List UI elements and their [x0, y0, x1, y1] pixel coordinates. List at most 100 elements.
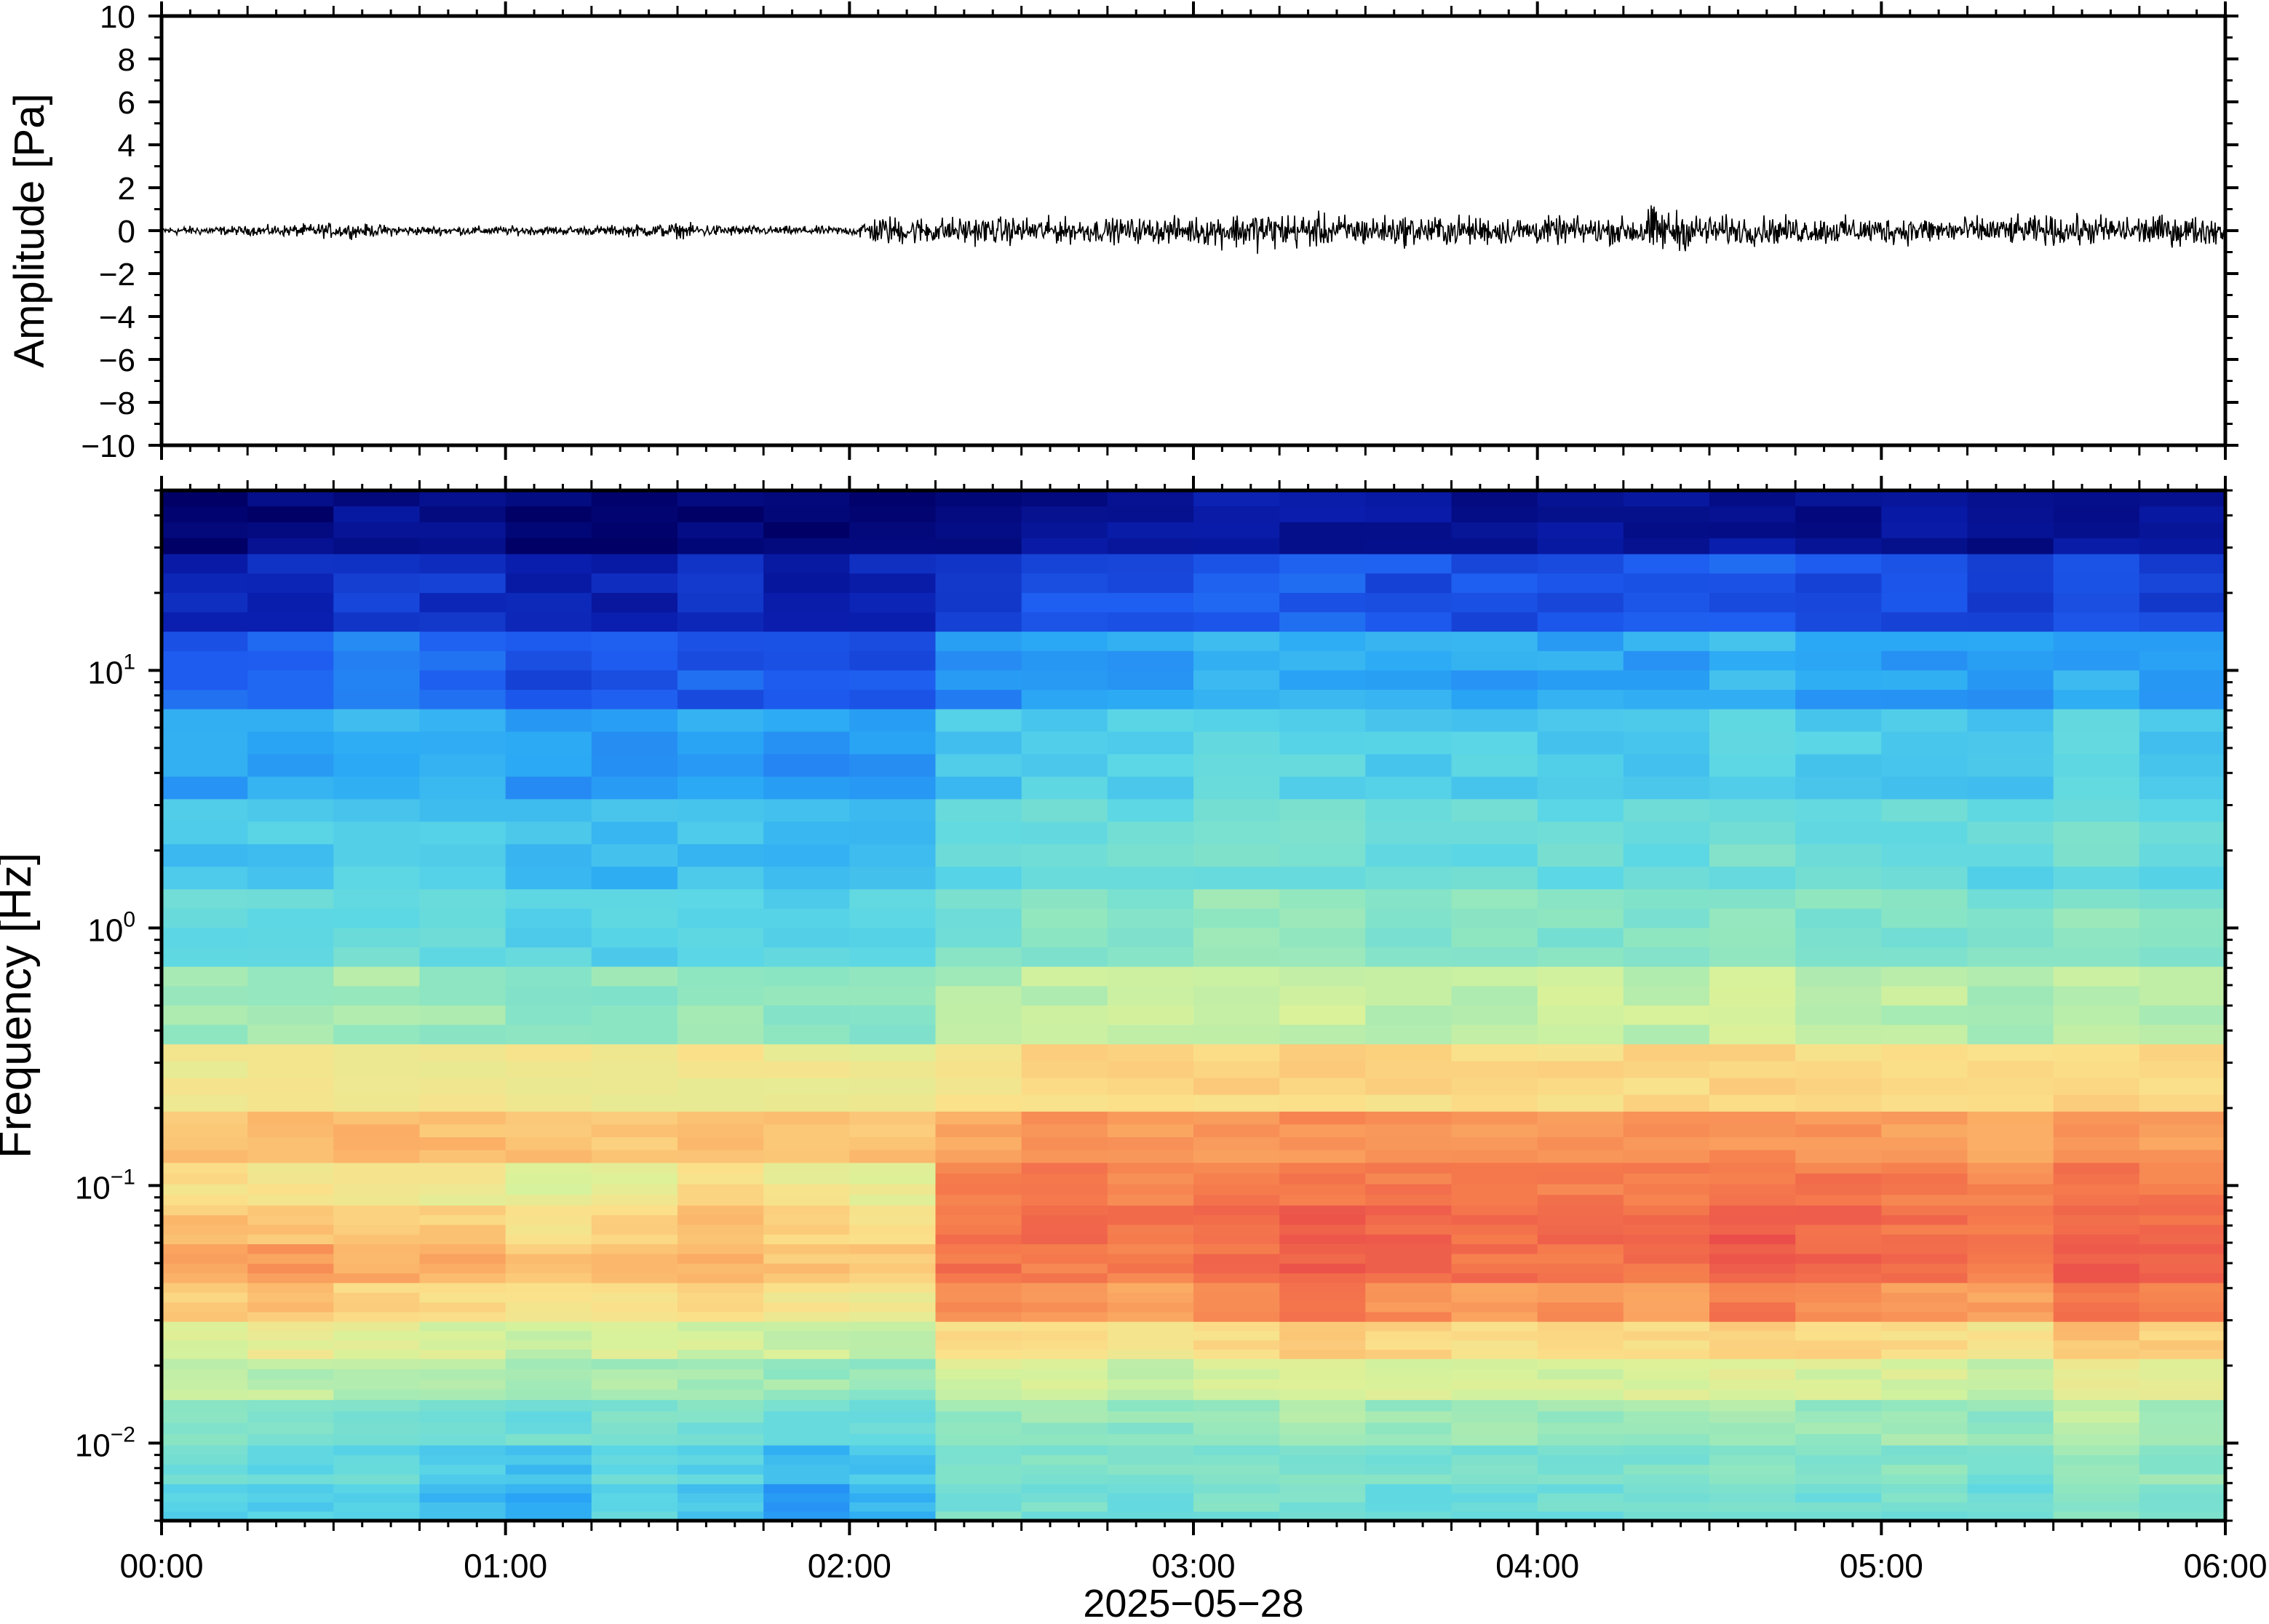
spectrogram-cell — [419, 1273, 506, 1283]
spectrogram-cell — [419, 908, 506, 928]
spectrogram-cell — [1881, 1078, 1968, 1096]
spectrogram-cell — [1107, 776, 1194, 800]
spectrogram-cell — [1365, 1358, 1453, 1370]
spectrogram-cell — [1365, 1302, 1453, 1313]
spectrogram-cell — [1537, 1502, 1624, 1512]
spectrogram-cell — [1967, 554, 2054, 574]
spectrogram-cell — [247, 1244, 334, 1254]
spectrogram-cell — [1623, 799, 1710, 822]
spectrogram-cell — [333, 1312, 421, 1323]
amplitude-y-tick-label: −4 — [99, 300, 135, 335]
spectrogram-cell — [1021, 1454, 1108, 1465]
spectrogram-cell — [1709, 966, 1796, 987]
spectrogram-cell — [419, 1094, 506, 1112]
spectrogram-cell — [2053, 554, 2140, 574]
spectrogram-cell — [763, 776, 850, 800]
spectrogram-cell — [1021, 690, 1108, 710]
spectrogram-cell — [1365, 821, 1453, 845]
spectrogram-cell — [2139, 592, 2226, 613]
spectrogram-cell — [1709, 632, 1796, 652]
spectrogram-cell — [677, 1044, 764, 1062]
spectrogram-cell — [1365, 1263, 1453, 1274]
spectrogram-cell — [1967, 650, 2054, 671]
spectrogram-cell — [1967, 1205, 2054, 1216]
spectrogram-cell — [935, 754, 1022, 778]
spectrogram-cell — [1021, 1006, 1108, 1026]
spectrogram-cell — [849, 1380, 937, 1390]
spectrogram-cell — [849, 1173, 937, 1185]
spectrogram-cell — [1967, 1484, 2054, 1494]
spectrogram-cell — [2053, 1445, 2140, 1456]
spectrogram-cell — [677, 1061, 764, 1079]
spectrogram-cell — [2053, 844, 2140, 867]
spectrogram-cell — [1365, 1292, 1453, 1303]
spectrogram-cell — [1451, 1493, 1538, 1503]
spectrogram-cell — [1107, 844, 1194, 867]
spectrogram-cell — [162, 754, 248, 778]
spectrogram-cell — [1623, 1225, 1710, 1235]
spectrogram-cell — [2053, 776, 2140, 800]
spectrogram-cell — [1709, 670, 1796, 690]
spectrogram-cell — [505, 1390, 592, 1401]
spectrogram-cell — [419, 731, 506, 755]
spectrogram-cell — [1193, 1484, 1280, 1494]
spectrogram-cell — [1193, 1331, 1280, 1341]
spectrogram-cell — [1451, 1094, 1538, 1112]
spectrogram-cell — [162, 986, 248, 1006]
spectrogram-cell — [1881, 1312, 1968, 1323]
spectrogram-cell — [2139, 1493, 2226, 1503]
spectrogram-cell — [763, 731, 850, 755]
spectrogram-cell — [1967, 1244, 2054, 1254]
spectrogram-cell — [1021, 928, 1108, 948]
spectrogram-cell — [419, 1150, 506, 1163]
spectrogram-cell — [1193, 690, 1280, 710]
spectrogram-cell — [1881, 1215, 1968, 1226]
spectrogram-cell — [763, 650, 850, 671]
spectrogram-cell — [1795, 1502, 1882, 1512]
spectrogram-cell — [505, 709, 592, 733]
spectrogram-cell — [247, 1184, 334, 1195]
spectrogram-cell — [849, 1024, 937, 1045]
spectrogram-cell — [1709, 1321, 1796, 1332]
spectrogram-cell — [763, 1331, 850, 1341]
spectrogram-cell — [162, 1331, 248, 1341]
spectrogram-cell — [2139, 1111, 2226, 1125]
spectrogram-cell — [1537, 867, 1624, 890]
spectrogram-cell — [1021, 731, 1108, 755]
spectrogram-cell — [935, 1215, 1022, 1226]
spectrogram-cell — [1365, 1184, 1453, 1195]
spectrogram-cell — [1623, 1302, 1710, 1313]
spectrogram-cell — [2053, 1137, 2140, 1151]
spectrogram-cell — [591, 1273, 678, 1283]
spectrogram-cell — [591, 1331, 678, 1341]
spectrogram-cell — [1537, 1254, 1624, 1265]
spectrogram-cell — [1709, 1094, 1796, 1112]
spectrogram-cell — [247, 506, 334, 523]
spectrogram-cell — [1365, 1006, 1453, 1026]
spectrogram-cell — [677, 1369, 764, 1380]
spectrogram-cell — [1623, 1078, 1710, 1096]
spectrogram-cell — [591, 1254, 678, 1265]
spectrogram-cell — [1709, 1273, 1796, 1283]
spectrogram-cell — [2053, 966, 2140, 987]
spectrogram-cell — [1623, 1400, 1710, 1412]
time-tick-label: 06:00 — [2183, 1547, 2267, 1585]
spectrogram-cell — [1451, 1163, 1538, 1174]
spectrogram-cell — [1623, 1273, 1710, 1283]
spectrogram-cell — [1365, 908, 1453, 928]
spectrogram-cell — [591, 1340, 678, 1350]
spectrogram-cell — [419, 522, 506, 539]
spectrogram-cell — [162, 538, 248, 555]
spectrogram-cell — [1537, 670, 1624, 690]
spectrogram-cell — [1451, 1215, 1538, 1226]
spectrogram-cell — [591, 1465, 678, 1476]
spectrogram-cell — [1451, 1340, 1538, 1350]
spectrogram-cell — [333, 1234, 421, 1245]
spectrogram-cell — [1795, 612, 1882, 632]
spectrogram-cell — [333, 1411, 421, 1423]
spectrogram-cell — [1881, 612, 1968, 632]
spectrogram-cell — [849, 670, 937, 690]
spectrogram-cell — [849, 1411, 937, 1423]
spectrogram-cell — [1967, 1502, 2054, 1512]
spectrogram-cell — [2139, 1244, 2226, 1254]
